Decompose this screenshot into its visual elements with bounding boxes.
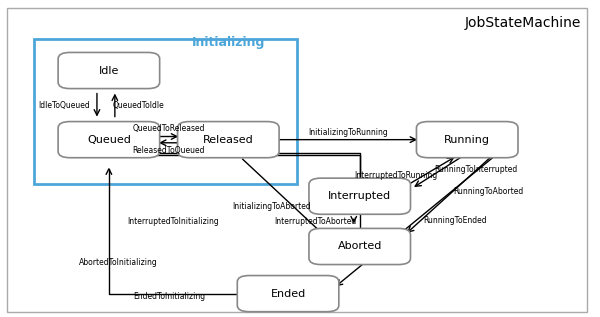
Text: InterruptedToAborted: InterruptedToAborted	[274, 217, 356, 226]
Text: Ended: Ended	[271, 288, 305, 299]
Text: Released: Released	[203, 135, 254, 145]
Text: AbortedToInitializing: AbortedToInitializing	[79, 258, 158, 267]
Text: QueuedToIdle: QueuedToIdle	[113, 100, 164, 110]
Text: RunningToInterrupted: RunningToInterrupted	[434, 165, 518, 174]
FancyBboxPatch shape	[237, 275, 339, 312]
FancyBboxPatch shape	[58, 122, 160, 158]
Text: Interrupted: Interrupted	[328, 191, 391, 201]
Text: IdleToQueued: IdleToQueued	[38, 100, 90, 110]
Text: EndedToInitializing: EndedToInitializing	[133, 292, 205, 301]
Text: InitializingToAborted: InitializingToAborted	[232, 202, 311, 211]
Text: Running: Running	[444, 135, 490, 145]
Text: QueuedToReleased: QueuedToReleased	[133, 124, 205, 133]
Text: RunningToAborted: RunningToAborted	[453, 187, 523, 197]
FancyBboxPatch shape	[58, 52, 160, 88]
FancyBboxPatch shape	[178, 122, 279, 158]
Text: JobStateMachine: JobStateMachine	[464, 16, 581, 30]
Text: RunningToEnded: RunningToEnded	[424, 216, 487, 225]
Text: InitializingToRunning: InitializingToRunning	[308, 128, 388, 137]
FancyBboxPatch shape	[309, 229, 410, 265]
FancyBboxPatch shape	[309, 178, 410, 214]
Text: InterruptedToRunning: InterruptedToRunning	[354, 171, 437, 180]
Text: Queued: Queued	[87, 135, 131, 145]
Text: Aborted: Aborted	[338, 242, 382, 251]
Text: Idle: Idle	[99, 66, 119, 75]
Text: Initializing: Initializing	[191, 36, 265, 49]
Text: ReleasedToQueued: ReleasedToQueued	[133, 146, 205, 155]
FancyBboxPatch shape	[416, 122, 518, 158]
Text: InterruptedToInitializing: InterruptedToInitializing	[127, 217, 218, 226]
